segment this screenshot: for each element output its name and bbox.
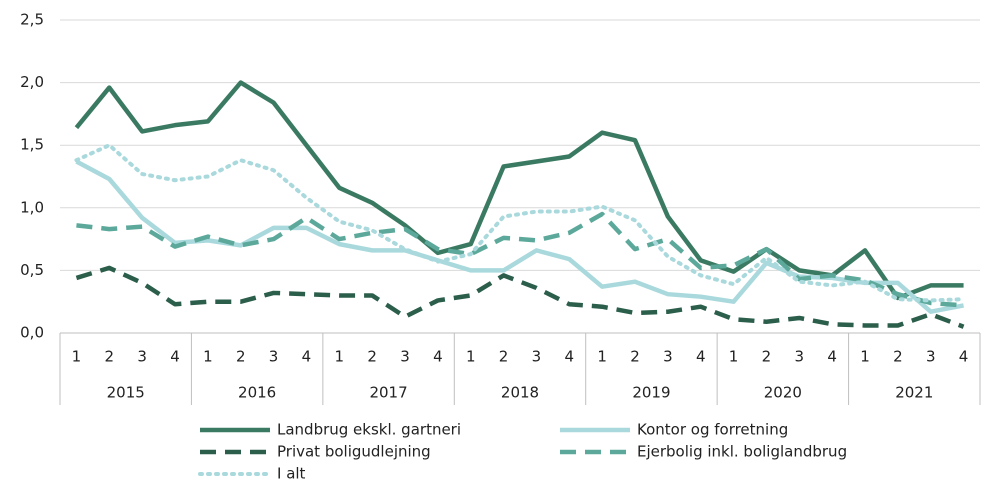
- x-tick-label: 1: [597, 348, 607, 366]
- year-label: 2021: [895, 384, 933, 402]
- series-line: [74, 143, 966, 303]
- x-tick-label: 2: [236, 348, 246, 366]
- x-tick-label: 1: [466, 348, 476, 366]
- x-tick-label: 4: [959, 348, 969, 366]
- legend-label: Privat boligudlejning: [277, 443, 431, 461]
- x-tick-label: 4: [565, 348, 575, 366]
- x-tick-label: 2: [105, 348, 115, 366]
- x-tick-label: 2: [893, 348, 903, 366]
- x-tick-label: 3: [532, 348, 542, 366]
- y-tick-label: 2,0: [20, 73, 44, 91]
- series-line: [76, 211, 964, 308]
- x-tick-label: 4: [433, 348, 443, 366]
- series-line: [74, 80, 964, 301]
- series-line: [75, 265, 965, 329]
- x-tick-label: 3: [926, 348, 936, 366]
- legend-label: Kontor og forretning: [637, 421, 788, 439]
- legend-label: Ejerbolig inkl. boliglandbrug: [637, 443, 847, 461]
- x-tick-label: 4: [827, 348, 837, 366]
- x-tick-label: 1: [729, 348, 739, 366]
- x-tick-label: 3: [400, 348, 410, 366]
- x-tick-label: 2: [367, 348, 377, 366]
- x-tick-label: 1: [203, 348, 213, 366]
- x-tick-label: 1: [860, 348, 870, 366]
- y-tick-label: 1,5: [20, 136, 44, 154]
- year-label: 2017: [369, 384, 407, 402]
- x-tick-label: 4: [170, 348, 180, 366]
- year-label: 2016: [238, 384, 276, 402]
- x-tick-label: 4: [302, 348, 312, 366]
- y-tick-label: 0,0: [20, 324, 44, 342]
- x-tick-label: 3: [137, 348, 147, 366]
- x-tick-label: 2: [499, 348, 509, 366]
- x-tick-label: 1: [335, 348, 345, 366]
- x-tick-label: 3: [795, 348, 805, 366]
- year-label: 2015: [107, 384, 145, 402]
- y-tick-label: 0,5: [20, 261, 44, 279]
- x-tick-label: 1: [72, 348, 82, 366]
- legend-label: Landbrug ekskl. gartneri: [277, 421, 461, 439]
- legend-label: I alt: [277, 465, 306, 483]
- year-label: 2019: [632, 384, 670, 402]
- year-label: 2018: [501, 384, 539, 402]
- y-tick-label: 2,5: [20, 11, 44, 29]
- x-tick-label: 2: [762, 348, 772, 366]
- x-tick-label: 3: [663, 348, 673, 366]
- x-tick-label: 4: [696, 348, 706, 366]
- x-tick-label: 2: [630, 348, 640, 366]
- x-tick-label: 3: [269, 348, 279, 366]
- y-tick-label: 1,0: [20, 198, 44, 216]
- year-label: 2020: [764, 384, 802, 402]
